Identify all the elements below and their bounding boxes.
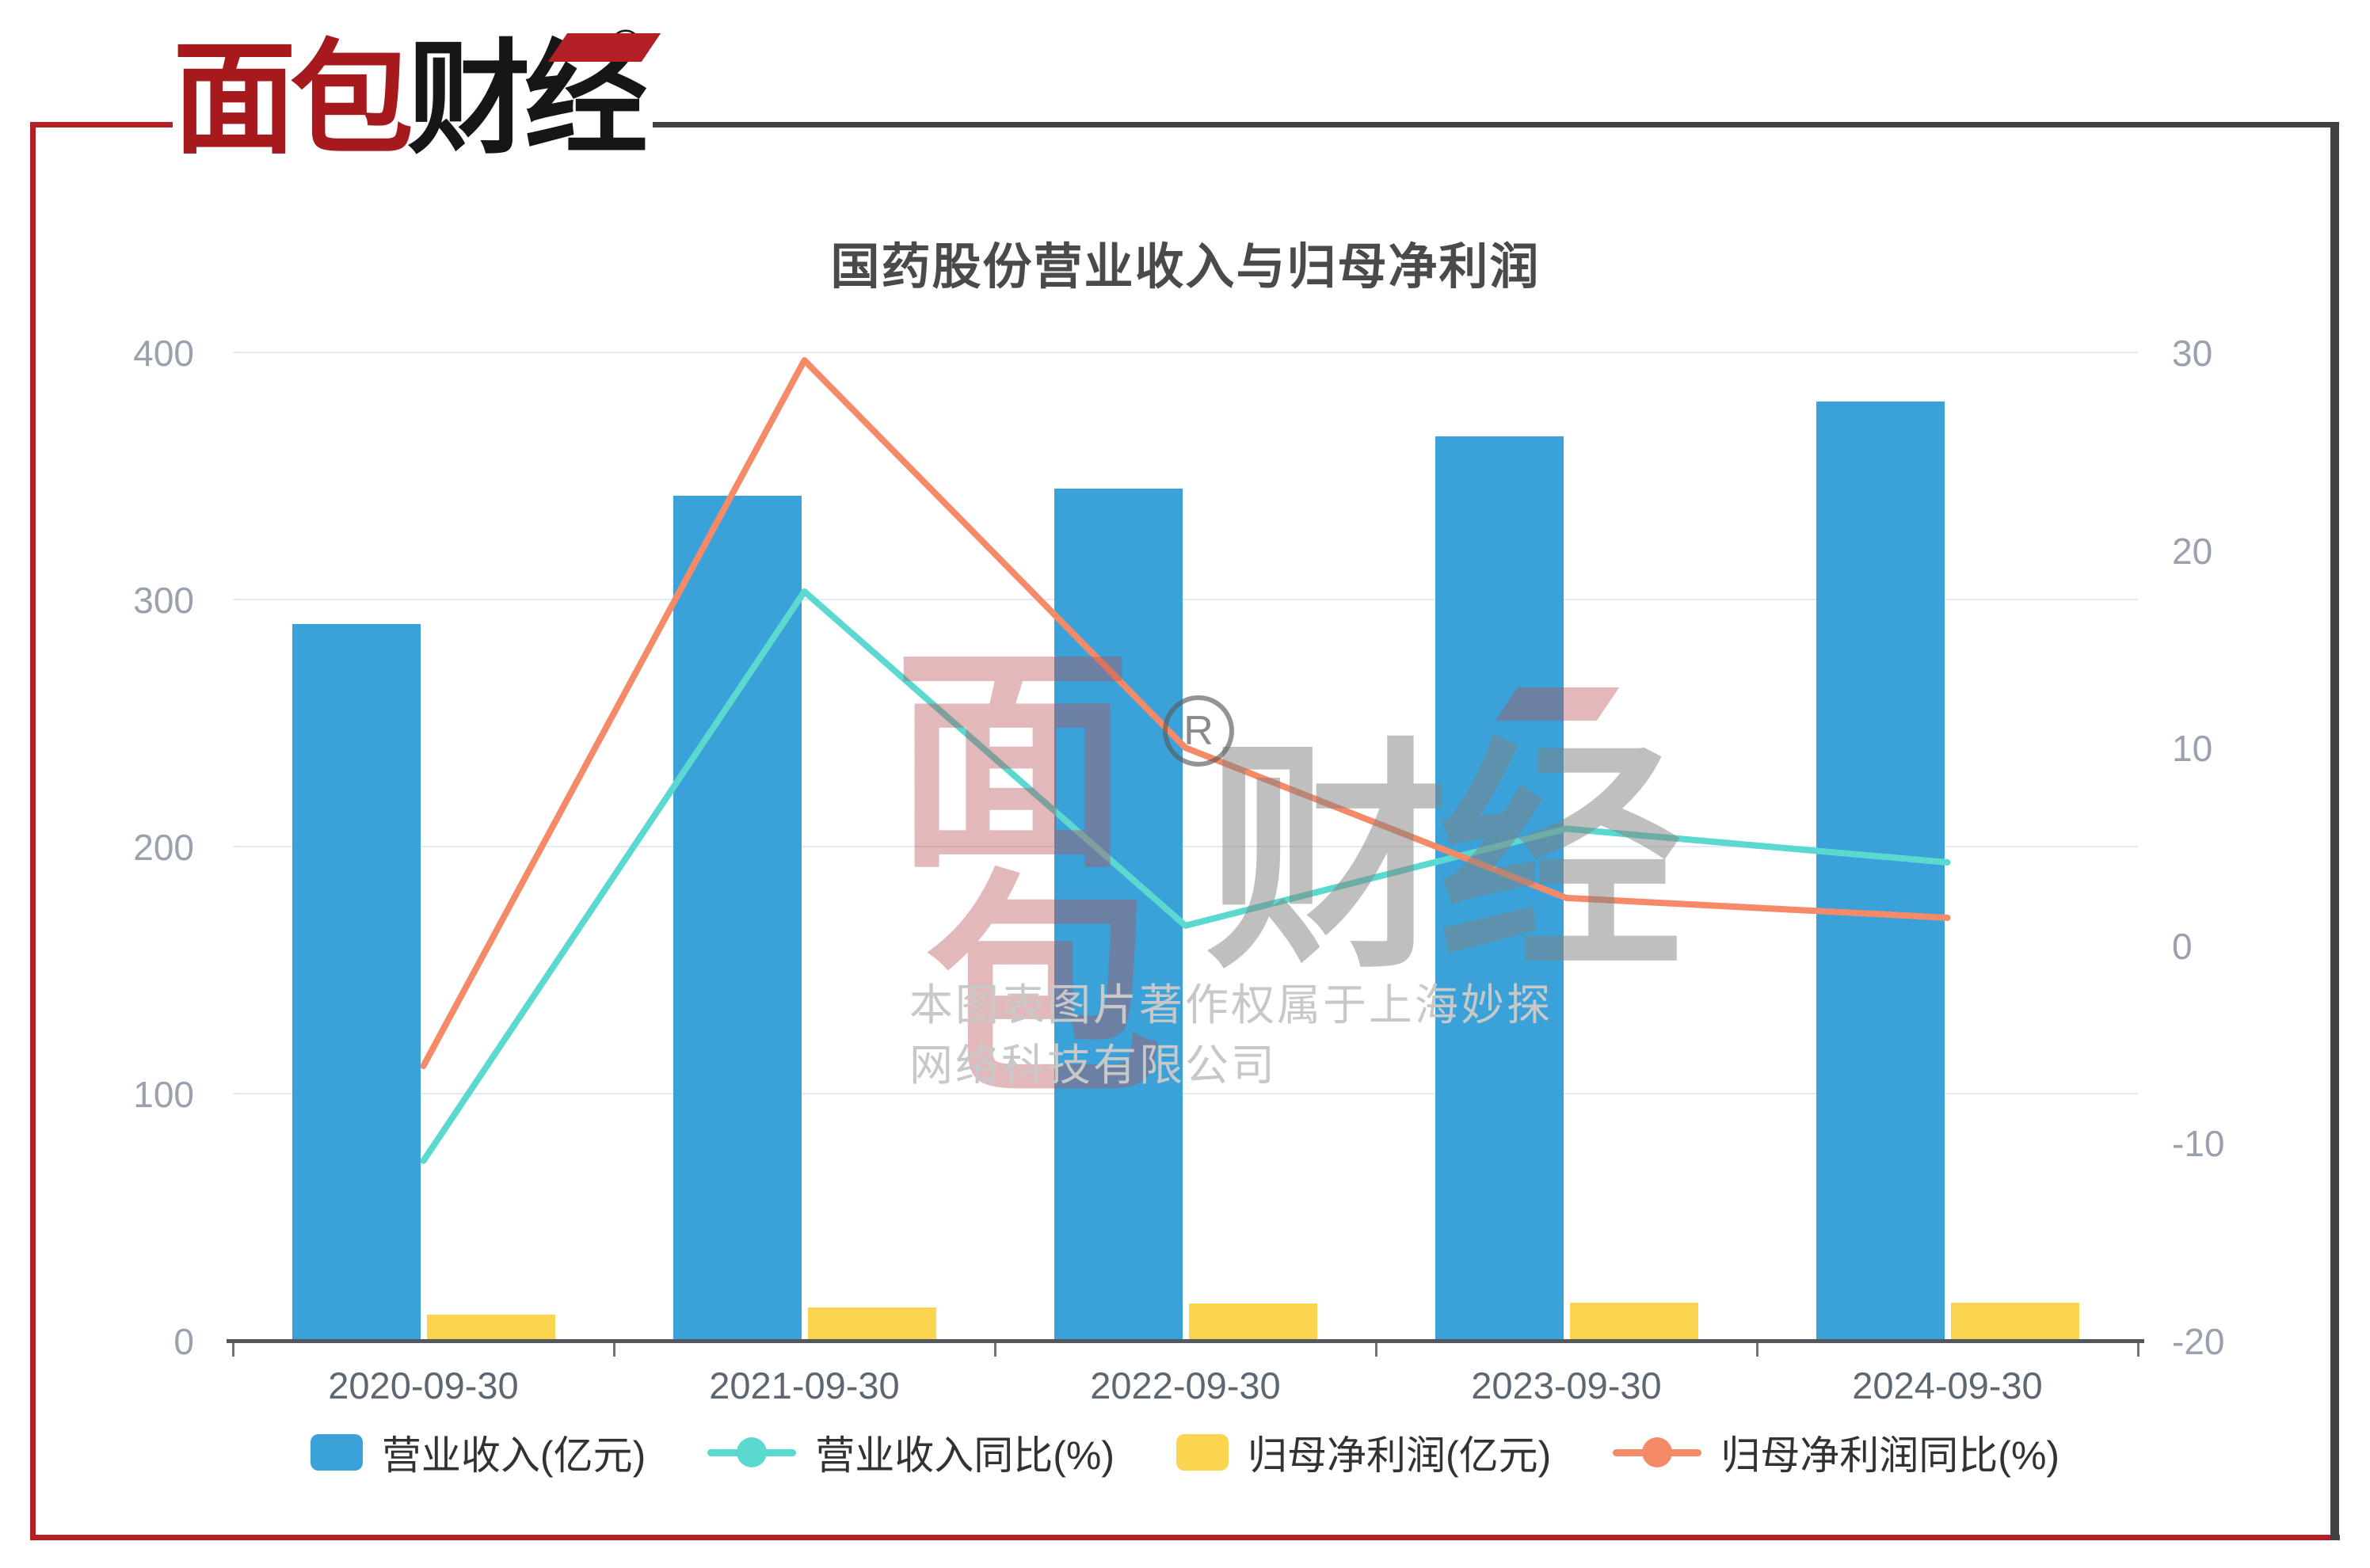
frame-top-left-segment — [30, 122, 173, 127]
legend-item-营业收入同比(%)[interactable]: 营业收入同比(%) — [707, 1424, 1115, 1481]
revenue-bar-2021-09-30[interactable] — [673, 495, 802, 1341]
y-axis-left-label: 100 — [133, 1074, 194, 1115]
legend-item-归母净利润(亿元)[interactable]: 归母净利润(亿元) — [1176, 1424, 1551, 1481]
chart-title: 国药股份营业收入与归母净利润 — [830, 240, 1541, 295]
net-profit-bar-2020-09-30[interactable] — [426, 1315, 555, 1341]
y-axis-right-label: 0 — [2172, 925, 2193, 967]
legend-line-dot — [737, 1437, 768, 1467]
x-axis-label: 2023-09-30 — [1471, 1364, 1662, 1406]
y-axis-right-label: -10 — [2172, 1123, 2225, 1165]
breadfinance-logo: 面包财经® — [173, 24, 661, 162]
net-profit-yoy-line[interactable] — [420, 356, 1951, 1070]
gridline-400 — [233, 352, 2138, 353]
legend-bar-swatch — [1176, 1434, 1229, 1471]
frame-top-right-segment — [653, 122, 2339, 127]
x-axis-line — [227, 1339, 2144, 1343]
y-axis-left-label: 400 — [133, 333, 194, 374]
net-profit-bar-2023-09-30[interactable] — [1569, 1303, 1698, 1341]
legend: 营业收入(亿元) 营业收入同比(%) 归母净利润(亿元) 归母净利润同比(%) — [0, 1424, 2370, 1481]
revenue-bar-2024-09-30[interactable] — [1816, 402, 1945, 1341]
x-axis-tick — [613, 1343, 615, 1357]
net-profit-bar-2021-09-30[interactable] — [807, 1307, 936, 1341]
legend-item-归母净利润同比(%)[interactable]: 归母净利润同比(%) — [1613, 1424, 2059, 1481]
revenue-yoy-line[interactable] — [420, 588, 1951, 1164]
net-profit-bar-2024-09-30[interactable] — [1950, 1302, 2079, 1341]
y-axis-right-label: 20 — [2172, 530, 2213, 572]
x-axis-tick — [2137, 1343, 2139, 1357]
frame-bottom-border — [30, 1535, 2340, 1540]
legend-item-营业收入(亿元)[interactable]: 营业收入(亿元) — [310, 1424, 646, 1481]
logo-red-accent — [547, 33, 661, 62]
revenue-bar-2022-09-30[interactable] — [1054, 488, 1183, 1341]
legend-label: 营业收入同比(%) — [815, 1433, 1115, 1478]
x-axis-tick — [232, 1343, 234, 1357]
y-axis-left-label: 200 — [133, 827, 194, 868]
x-axis-label: 2020-09-30 — [328, 1364, 519, 1406]
legend-label: 归母净利润同比(%) — [1720, 1433, 2060, 1478]
legend-label: 归母净利润(亿元) — [1248, 1433, 1552, 1478]
y-axis-left-label: 0 — [173, 1321, 194, 1362]
y-axis-right-label: 30 — [2172, 333, 2213, 374]
gridline-300 — [233, 599, 2138, 600]
revenue-bar-2020-09-30[interactable] — [291, 624, 421, 1341]
x-axis-tick — [1375, 1343, 1377, 1357]
gridline-200 — [233, 846, 2138, 847]
y-axis-right-label: 10 — [2172, 728, 2213, 770]
legend-line-dot — [1642, 1437, 1673, 1467]
net-profit-bar-2022-09-30[interactable] — [1188, 1303, 1317, 1341]
legend-label: 营业收入(亿元) — [381, 1433, 646, 1478]
frame-left-border — [30, 122, 36, 1540]
y-axis-right-label: -20 — [2172, 1321, 2225, 1362]
x-axis-tick — [994, 1343, 996, 1357]
gridline-100 — [233, 1093, 2138, 1094]
x-axis-label: 2022-09-30 — [1090, 1364, 1281, 1406]
x-axis-tick — [1756, 1343, 1758, 1357]
frame-right-border — [2330, 122, 2339, 1540]
y-axis-left-label: 300 — [133, 580, 194, 621]
x-axis-label: 2021-09-30 — [709, 1364, 900, 1406]
logo-text-red: 面包 — [173, 31, 413, 169]
legend-line-marker — [707, 1434, 797, 1471]
legend-line-marker — [1613, 1434, 1702, 1471]
x-axis-label: 2024-09-30 — [1852, 1364, 2043, 1406]
legend-bar-swatch — [310, 1434, 363, 1471]
